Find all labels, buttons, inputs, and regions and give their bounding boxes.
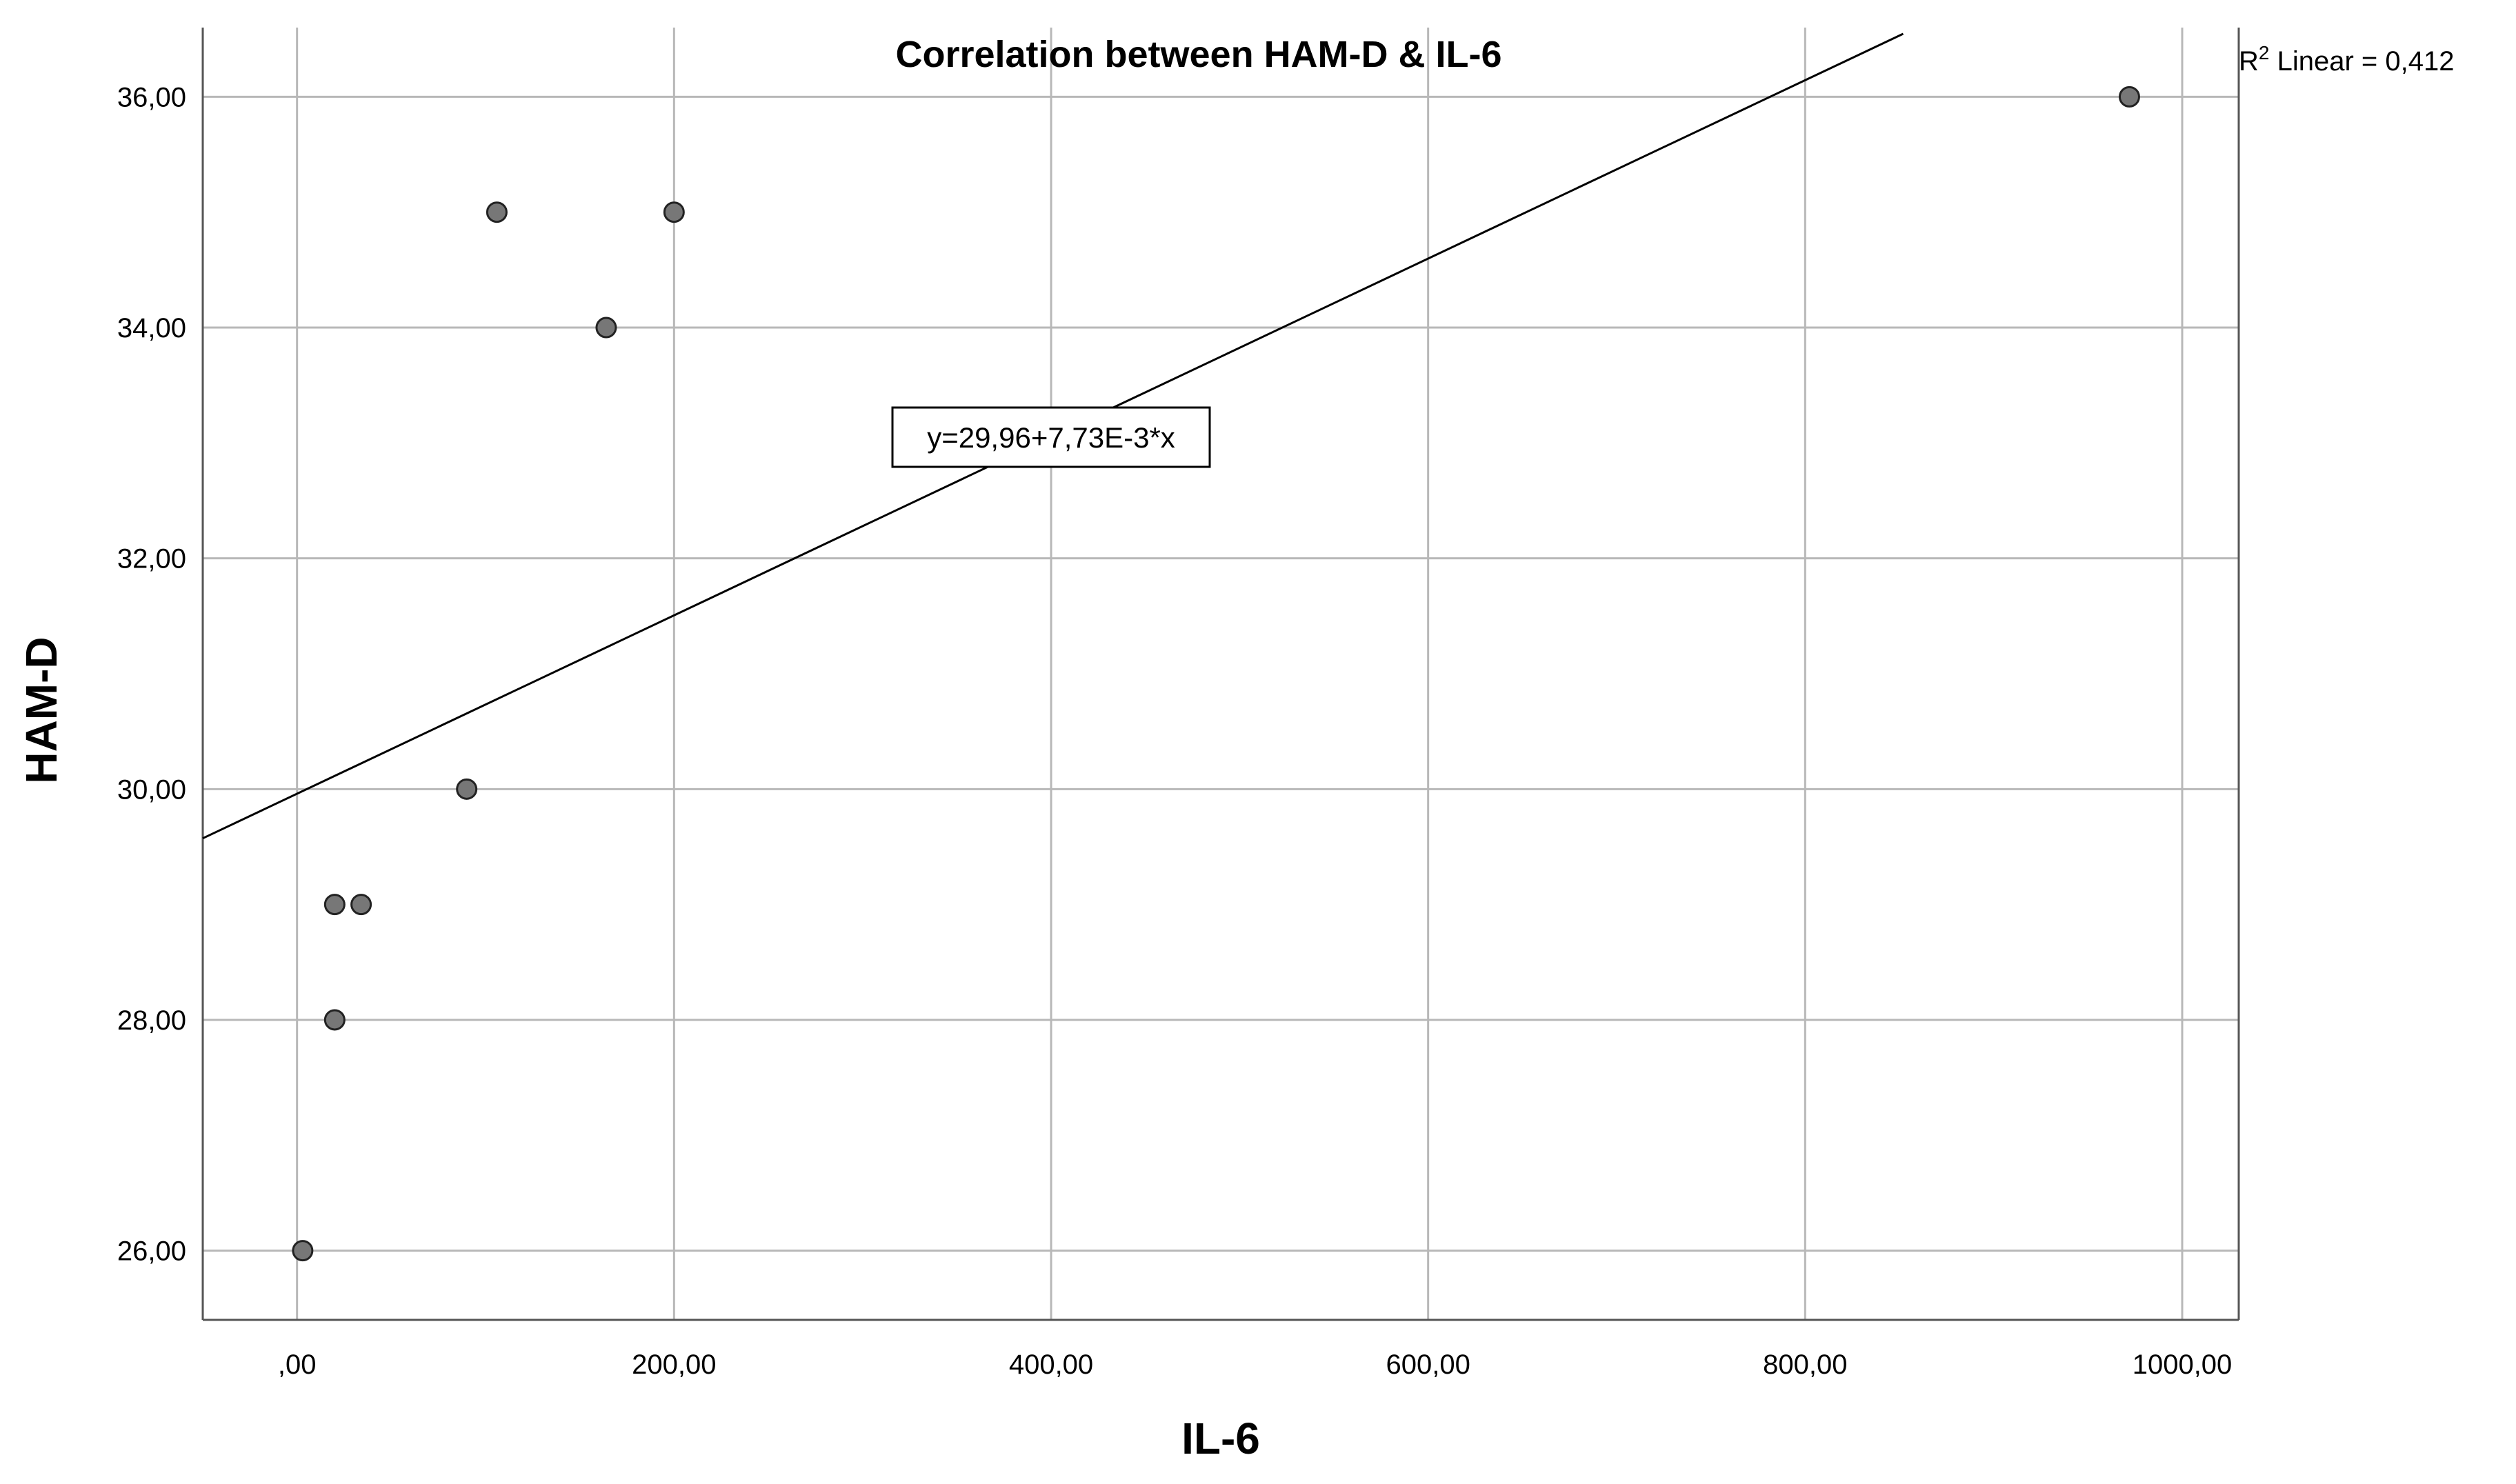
equation-box-frame xyxy=(891,406,1211,468)
r2-label: R2 Linear = 0,412 xyxy=(2239,42,2454,77)
x-tick-label: ,00 xyxy=(278,1350,317,1380)
point-layer xyxy=(292,86,2140,1262)
x-tick-label: 600,00 xyxy=(1386,1350,1470,1380)
y-tick-label: 28,00 xyxy=(117,1005,186,1036)
data-point xyxy=(323,894,346,916)
data-point xyxy=(663,201,685,223)
r2-prefix: R xyxy=(2239,46,2259,77)
data-point xyxy=(350,894,372,916)
x-tick-label: 400,00 xyxy=(1009,1350,1093,1380)
data-point xyxy=(292,1240,314,1262)
x-tick-label: 800,00 xyxy=(1763,1350,1847,1380)
y-tick-label: 32,00 xyxy=(117,544,186,574)
data-point xyxy=(2118,86,2140,108)
x-tick-label: 200,00 xyxy=(632,1350,716,1380)
r2-suffix: Linear = 0,412 xyxy=(2269,46,2454,77)
y-tick-label: 34,00 xyxy=(117,313,186,343)
axis-layer xyxy=(201,28,2240,1321)
y-tick-label: 26,00 xyxy=(117,1236,186,1267)
x-tick-label: 1000,00 xyxy=(2133,1350,2233,1380)
grid-layer xyxy=(203,28,2239,1320)
x-axis-title: IL-6 xyxy=(1181,1414,1260,1463)
equation-label: y=29,96+7,73E-3*x xyxy=(927,421,1175,454)
data-point xyxy=(595,317,617,339)
y-tick-label: 30,00 xyxy=(117,774,186,805)
tick-label-layer: 26,00 28,00 30,00 32,00 34,00 36,00 ,00 200,00 4… xyxy=(117,82,2232,1380)
data-point xyxy=(323,1009,346,1031)
y-tick-label: 36,00 xyxy=(117,82,186,112)
y-axis-title: HAM-D xyxy=(17,636,66,783)
chart-title: Correlation between HAM-D & IL-6 xyxy=(895,34,1501,75)
data-point xyxy=(456,778,478,800)
equation-box: y=29,96+7,73E-3*x xyxy=(891,406,1211,468)
data-point xyxy=(486,201,508,223)
r2-superscript: 2 xyxy=(2259,42,2270,63)
